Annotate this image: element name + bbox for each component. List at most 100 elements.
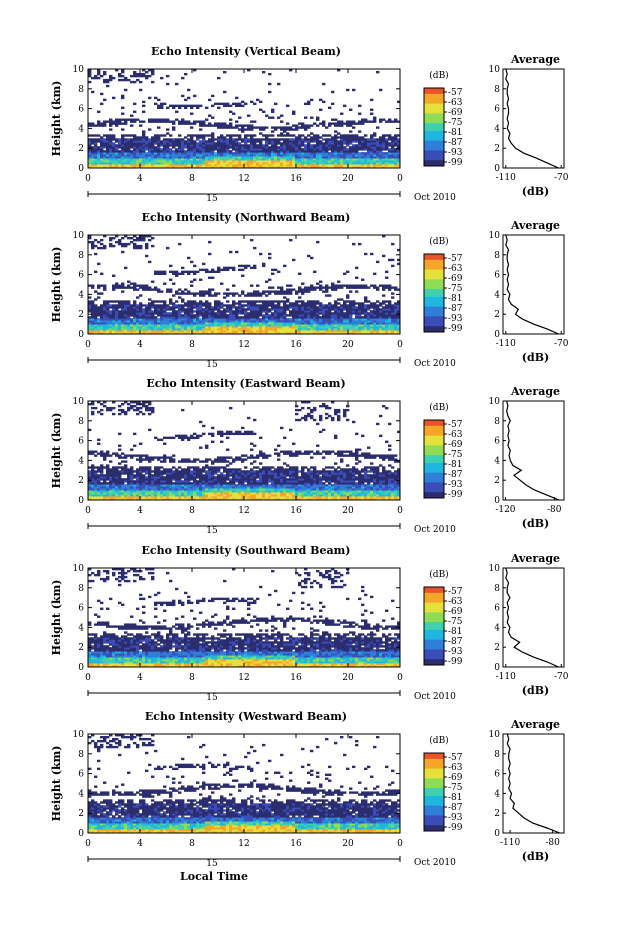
heatmap-cell	[355, 148, 359, 151]
heatmap-cell	[127, 486, 131, 489]
heatmap-cell	[145, 148, 149, 151]
heatmap-cell	[121, 154, 125, 157]
heatmap-cell	[178, 330, 182, 333]
heatmap-cell	[127, 156, 131, 159]
heatmap-cell	[388, 118, 392, 121]
heatmap-cell	[136, 326, 140, 329]
heatmap-cell	[262, 144, 266, 147]
heatmap-cell	[358, 140, 362, 143]
heatmap-cell	[91, 410, 95, 414]
heatmap-cell	[217, 76, 221, 80]
heatmap-cell	[238, 128, 242, 131]
heatmap-cell	[145, 328, 149, 331]
heatmap-cell	[352, 164, 356, 167]
heatmap-cell	[358, 144, 362, 147]
heatmap-cell	[88, 330, 92, 333]
heatmap-cell	[169, 332, 173, 335]
heatmap-cell	[367, 138, 371, 141]
heatmap-cell	[271, 116, 275, 119]
heatmap-cell	[145, 288, 149, 291]
heatmap-cell	[88, 154, 92, 157]
heatmap-cell	[133, 136, 137, 139]
heatmap-cell	[109, 322, 113, 325]
heatmap-cell	[142, 288, 146, 291]
heatmap-cell	[142, 154, 146, 157]
heatmap-cell	[301, 330, 305, 333]
heatmap-cell	[289, 128, 293, 131]
heatmap-cell	[271, 306, 275, 309]
heatmap-cell	[223, 324, 227, 327]
heatmap-cell	[145, 235, 149, 238]
heatmap-cell	[91, 314, 95, 317]
heatmap-cell	[241, 154, 245, 157]
heatmap-cell	[142, 74, 146, 78]
heatmap-cell	[361, 162, 365, 165]
heatmap-cell	[358, 310, 362, 313]
heatmap-cell	[130, 318, 134, 321]
heatmap-cell	[190, 136, 194, 139]
heatmap-cell	[169, 104, 173, 108]
heatmap-cell	[244, 322, 248, 325]
heatmap-cell	[94, 480, 98, 483]
y-tick-label: 2	[78, 310, 84, 320]
heatmap-cell	[193, 152, 197, 155]
heatmap-cell	[229, 150, 233, 153]
heatmap-cell	[157, 270, 161, 274]
heatmap-cell	[340, 134, 344, 137]
heatmap-cell	[229, 162, 233, 165]
heatmap-cell	[112, 122, 116, 125]
heatmap-cell	[274, 138, 278, 141]
heatmap-cell	[361, 120, 365, 123]
heatmap-cell	[313, 270, 317, 274]
heatmap-cell	[91, 138, 95, 141]
heatmap-cell	[115, 480, 119, 483]
colorbar-segment	[424, 283, 444, 286]
heatmap-cell	[151, 314, 155, 317]
heatmap-cell	[349, 150, 353, 153]
heatmap-cell	[193, 320, 197, 323]
heatmap-cell	[310, 322, 314, 325]
heatmap-cell	[118, 482, 122, 485]
heatmap-cell	[148, 154, 152, 157]
heatmap-cell	[112, 308, 116, 311]
heatmap-cell	[307, 158, 311, 161]
heatmap-cell	[106, 134, 110, 137]
heatmap-cell	[397, 120, 401, 123]
heatmap-cell	[193, 150, 197, 153]
heatmap-cell	[364, 160, 368, 163]
heatmap-cell	[181, 314, 185, 317]
heatmap-cell	[286, 320, 290, 323]
heatmap-cell	[220, 318, 224, 321]
heatmap-cell	[316, 124, 320, 127]
heatmap-cell	[136, 142, 140, 145]
heatmap-cell	[184, 332, 188, 335]
heatmap-cell	[118, 498, 122, 501]
heatmap-cell	[202, 146, 206, 149]
heatmap-cell	[247, 138, 251, 141]
heatmap-cell	[94, 496, 98, 499]
heatmap-cell	[154, 326, 158, 329]
heatmap-cell	[88, 166, 92, 169]
heatmap-cell	[226, 324, 230, 327]
heatmap-cell	[88, 490, 92, 493]
heatmap-cell	[94, 484, 98, 487]
heatmap-cell	[241, 324, 245, 327]
heatmap-cell	[370, 150, 374, 153]
heatmap-cell	[133, 316, 137, 319]
heatmap-cell	[388, 316, 392, 319]
heatmap-cell	[139, 74, 143, 78]
heatmap-cell	[283, 164, 287, 167]
heatmap-cell	[211, 308, 215, 311]
heatmap-cell	[223, 148, 227, 151]
heatmap-cell	[139, 236, 143, 240]
heatmap-cell	[289, 310, 293, 313]
heatmap-cell	[163, 326, 167, 329]
heatmap-cell	[214, 320, 218, 323]
heatmap-cell	[127, 498, 131, 501]
heatmap-cell	[322, 328, 326, 331]
heatmap-cell	[142, 494, 146, 497]
heatmap-cell	[352, 162, 356, 165]
heatmap-cell	[220, 326, 224, 329]
heatmap-cell	[154, 320, 158, 323]
